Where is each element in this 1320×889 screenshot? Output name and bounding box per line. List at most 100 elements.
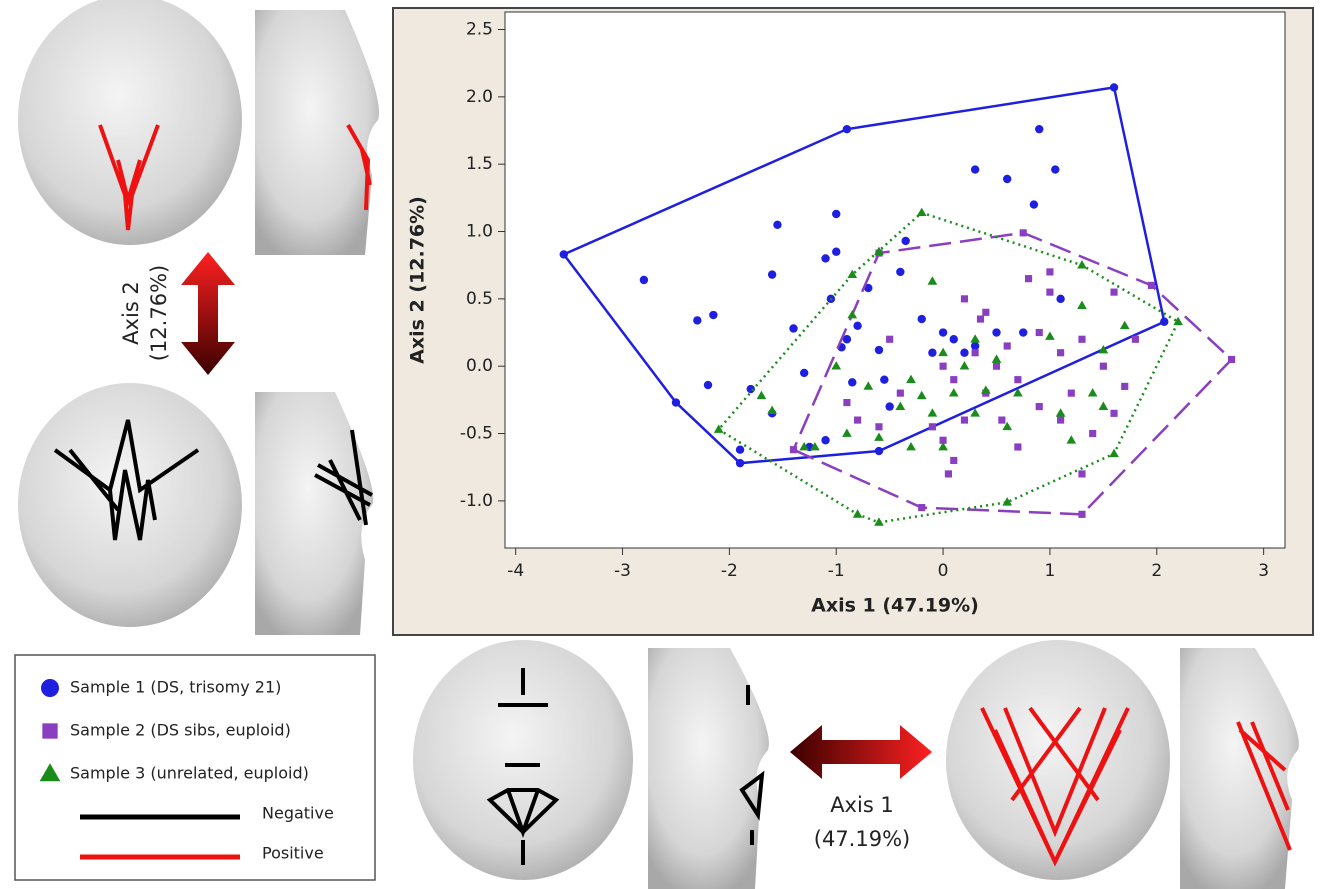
point xyxy=(885,402,893,410)
legend-label: Sample 3 (unrelated, euploid) xyxy=(70,764,309,783)
point xyxy=(768,270,776,278)
point xyxy=(848,378,856,386)
point xyxy=(789,324,797,332)
point xyxy=(1228,356,1235,363)
point xyxy=(945,470,952,477)
point xyxy=(1004,342,1011,349)
point xyxy=(560,250,568,258)
point xyxy=(929,423,936,430)
point xyxy=(1030,200,1038,208)
point xyxy=(1036,329,1043,336)
x-tick-label: 2 xyxy=(1151,561,1162,581)
point xyxy=(1057,416,1064,423)
y-tick-label: 0.0 xyxy=(466,356,493,376)
point xyxy=(950,457,957,464)
point xyxy=(1068,390,1075,397)
point xyxy=(854,416,861,423)
y-tick-label: -1.0 xyxy=(460,491,493,511)
point xyxy=(928,349,936,357)
point xyxy=(939,328,947,336)
point xyxy=(961,295,968,302)
point xyxy=(960,349,968,357)
point xyxy=(1051,165,1059,173)
x-tick-label: -1 xyxy=(828,561,845,581)
point xyxy=(832,248,840,256)
point xyxy=(1003,175,1011,183)
y-tick-label: 2.5 xyxy=(466,20,493,40)
axis2-caption: Axis 2 xyxy=(119,281,143,345)
point xyxy=(1148,282,1155,289)
point xyxy=(1078,470,1085,477)
point xyxy=(901,237,909,245)
point xyxy=(1160,318,1168,326)
point xyxy=(982,309,989,316)
point xyxy=(993,363,1000,370)
axis1-caption: (47.19%) xyxy=(814,827,910,851)
point xyxy=(886,336,893,343)
axis2-arrow xyxy=(181,252,235,375)
point xyxy=(1025,275,1032,282)
legend-marker xyxy=(42,723,57,738)
x-tick-label: -4 xyxy=(507,561,524,581)
point xyxy=(875,423,882,430)
y-tick-label: -0.5 xyxy=(460,424,493,444)
point xyxy=(736,445,744,453)
plot-area xyxy=(505,12,1285,548)
x-tick-label: 1 xyxy=(1045,561,1056,581)
y-axis-label: Axis 2 (12.76%) xyxy=(407,196,429,364)
point xyxy=(897,390,904,397)
point xyxy=(843,399,850,406)
point xyxy=(1046,289,1053,296)
x-tick-label: -3 xyxy=(614,561,631,581)
point xyxy=(640,276,648,284)
legend-label: Sample 1 (DS, trisomy 21) xyxy=(70,678,281,697)
x-axis-label: Axis 1 (47.19%) xyxy=(811,595,979,617)
point xyxy=(672,398,680,406)
y-tick-label: 0.5 xyxy=(466,289,493,309)
point xyxy=(790,446,797,453)
point xyxy=(961,416,968,423)
axis1-caption: Axis 1 xyxy=(830,793,894,817)
legend-label: Negative xyxy=(262,804,334,823)
point xyxy=(832,210,840,218)
point xyxy=(1110,410,1117,417)
point xyxy=(853,322,861,330)
point xyxy=(1014,376,1021,383)
point xyxy=(1089,430,1096,437)
y-tick-label: 1.0 xyxy=(466,222,493,242)
point xyxy=(821,254,829,262)
x-tick-label: 3 xyxy=(1258,561,1269,581)
point xyxy=(1046,268,1053,275)
point xyxy=(704,381,712,389)
point xyxy=(875,447,883,455)
point xyxy=(971,342,979,350)
point xyxy=(800,369,808,377)
point xyxy=(940,363,947,370)
point xyxy=(880,375,888,383)
point xyxy=(977,315,984,322)
point xyxy=(1035,125,1043,133)
point xyxy=(1132,336,1139,343)
point xyxy=(1019,328,1027,336)
axis1-arrow xyxy=(790,725,932,779)
point xyxy=(950,335,958,343)
figure: Axis 2 (12.76%) Axis 1 (47.19%) Axis 1 (… xyxy=(0,0,1320,889)
point xyxy=(918,504,925,511)
point xyxy=(1100,363,1107,370)
point xyxy=(736,459,744,467)
point xyxy=(821,436,829,444)
point xyxy=(747,385,755,393)
point xyxy=(992,328,1000,336)
point xyxy=(950,376,957,383)
point xyxy=(1020,229,1027,236)
point xyxy=(1121,383,1128,390)
point xyxy=(1057,349,1064,356)
axis2-caption: (12.76%) xyxy=(147,265,171,361)
point xyxy=(971,165,979,173)
x-tick-label: 0 xyxy=(938,561,949,581)
point xyxy=(1056,295,1064,303)
point xyxy=(998,416,1005,423)
point xyxy=(918,315,926,323)
y-tick-label: 2.0 xyxy=(466,87,493,107)
point xyxy=(709,311,717,319)
